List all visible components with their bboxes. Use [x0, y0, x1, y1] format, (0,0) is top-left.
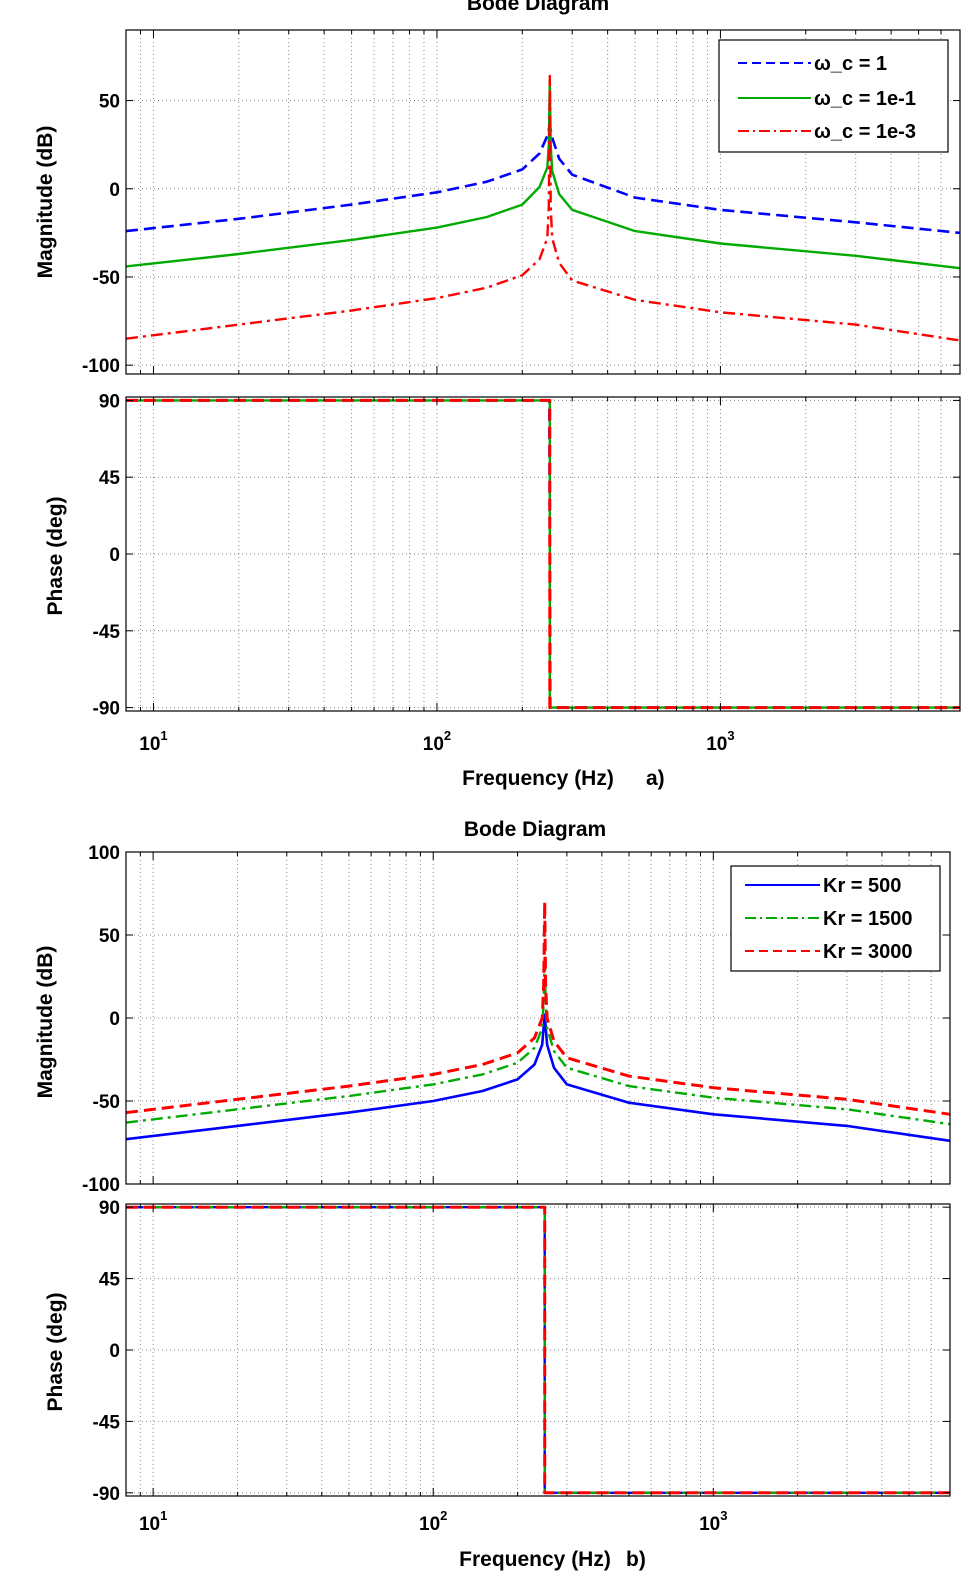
ytick-label: -50 [93, 1092, 120, 1113]
magnitude-ylabel-a: Magnitude (dB) [34, 126, 57, 279]
legend-label-a-0: ω_c = 1 [814, 53, 887, 75]
ytick-label: 50 [99, 926, 120, 947]
legend-label-b-0: Kr = 500 [823, 875, 901, 897]
magnitude-series-b [125, 900, 951, 1143]
legend-a: ω_c = 1 ω_c = 1e-1 ω_c = 1e-3 [718, 39, 949, 153]
magnitude-yticks-a: 50 0 -50 -100 [82, 30, 961, 377]
magnitude-ylabel-b: Magnitude (dB) [34, 946, 57, 1099]
ytick-label: 100 [88, 843, 120, 864]
legend-box-b [730, 865, 941, 972]
frequency-xlabel-b: Frequency (Hz) [459, 1548, 611, 1571]
caption-b: b) [626, 1548, 646, 1571]
frequency-xticks-a: 101 102 103 [139, 728, 734, 755]
ytick-label: -100 [82, 356, 120, 377]
ytick-label: -90 [93, 1484, 120, 1505]
xtick-label: 101 [139, 1508, 167, 1535]
chart-title-a: Bode Diagram [467, 0, 609, 15]
phase-ylabel-b: Phase (deg) [44, 1292, 67, 1411]
legend-b: Kr = 500 Kr = 1500 Kr = 3000 [730, 865, 941, 972]
legend-label-b-1: Kr = 1500 [823, 908, 913, 930]
magnitude-yticks-b: 100 50 0 -50 -100 [82, 843, 951, 1196]
magnitude-series-a [125, 74, 961, 342]
ytick-label: 45 [99, 468, 121, 489]
phase-series-b [126, 1205, 950, 1495]
legend-box-a [718, 39, 949, 153]
frequency-xticks-b: 101 102 103 [139, 1508, 728, 1535]
ytick-label: -45 [93, 622, 121, 643]
chart-title-b: Bode Diagram [464, 818, 606, 841]
legend-label-a-1: ω_c = 1e-1 [814, 88, 916, 110]
ytick-label: 90 [99, 391, 120, 412]
mag-series-0 [125, 1013, 951, 1143]
magnitude-axes-frame-a [125, 29, 961, 375]
xtick-label: 101 [139, 728, 167, 755]
ytick-label: -100 [82, 1175, 120, 1196]
xtick-label: 103 [706, 728, 734, 755]
phase-yticks-a: 90 45 0 -45 -90 [93, 391, 961, 720]
xtick-label: 103 [699, 1508, 727, 1535]
bode-diagram-b: Bode Diagram 100 50 0 -50 -100 Magnitude (dB… [34, 818, 951, 1571]
legend-label-a-2: ω_c = 1e-3 [814, 121, 916, 143]
ph-series-2 [126, 1205, 950, 1495]
ytick-label: 45 [99, 1270, 121, 1291]
ytick-label: 0 [109, 1341, 120, 1362]
ytick-label: -45 [93, 1412, 121, 1433]
phase-series-a [126, 398, 960, 710]
legend-label-b-2: Kr = 3000 [823, 941, 913, 963]
phase-yticks-b: 90 45 0 -45 -90 [93, 1198, 951, 1505]
mag-series-2 [125, 74, 961, 342]
ytick-label: 50 [99, 92, 120, 113]
frequency-xlabel-a: Frequency (Hz) [462, 767, 614, 790]
ytick-label: 0 [109, 1009, 120, 1030]
xtick-label: 102 [419, 1508, 447, 1535]
ytick-label: 0 [109, 180, 120, 201]
ytick-label: -90 [93, 699, 120, 720]
caption-a: a) [646, 767, 665, 790]
ytick-label: 90 [99, 1198, 120, 1219]
ytick-label: 0 [109, 545, 120, 566]
bode-diagram-a: Bode Diagram 50 0 -50 -100 Magnitude (dB) 9… [34, 0, 961, 790]
phase-ylabel-a: Phase (deg) [44, 496, 67, 615]
mag-series-2 [125, 900, 951, 1116]
ph-series-2 [126, 398, 960, 710]
mag-series-1 [125, 78, 961, 270]
xtick-label: 102 [423, 728, 451, 755]
ytick-label: -50 [93, 268, 120, 289]
